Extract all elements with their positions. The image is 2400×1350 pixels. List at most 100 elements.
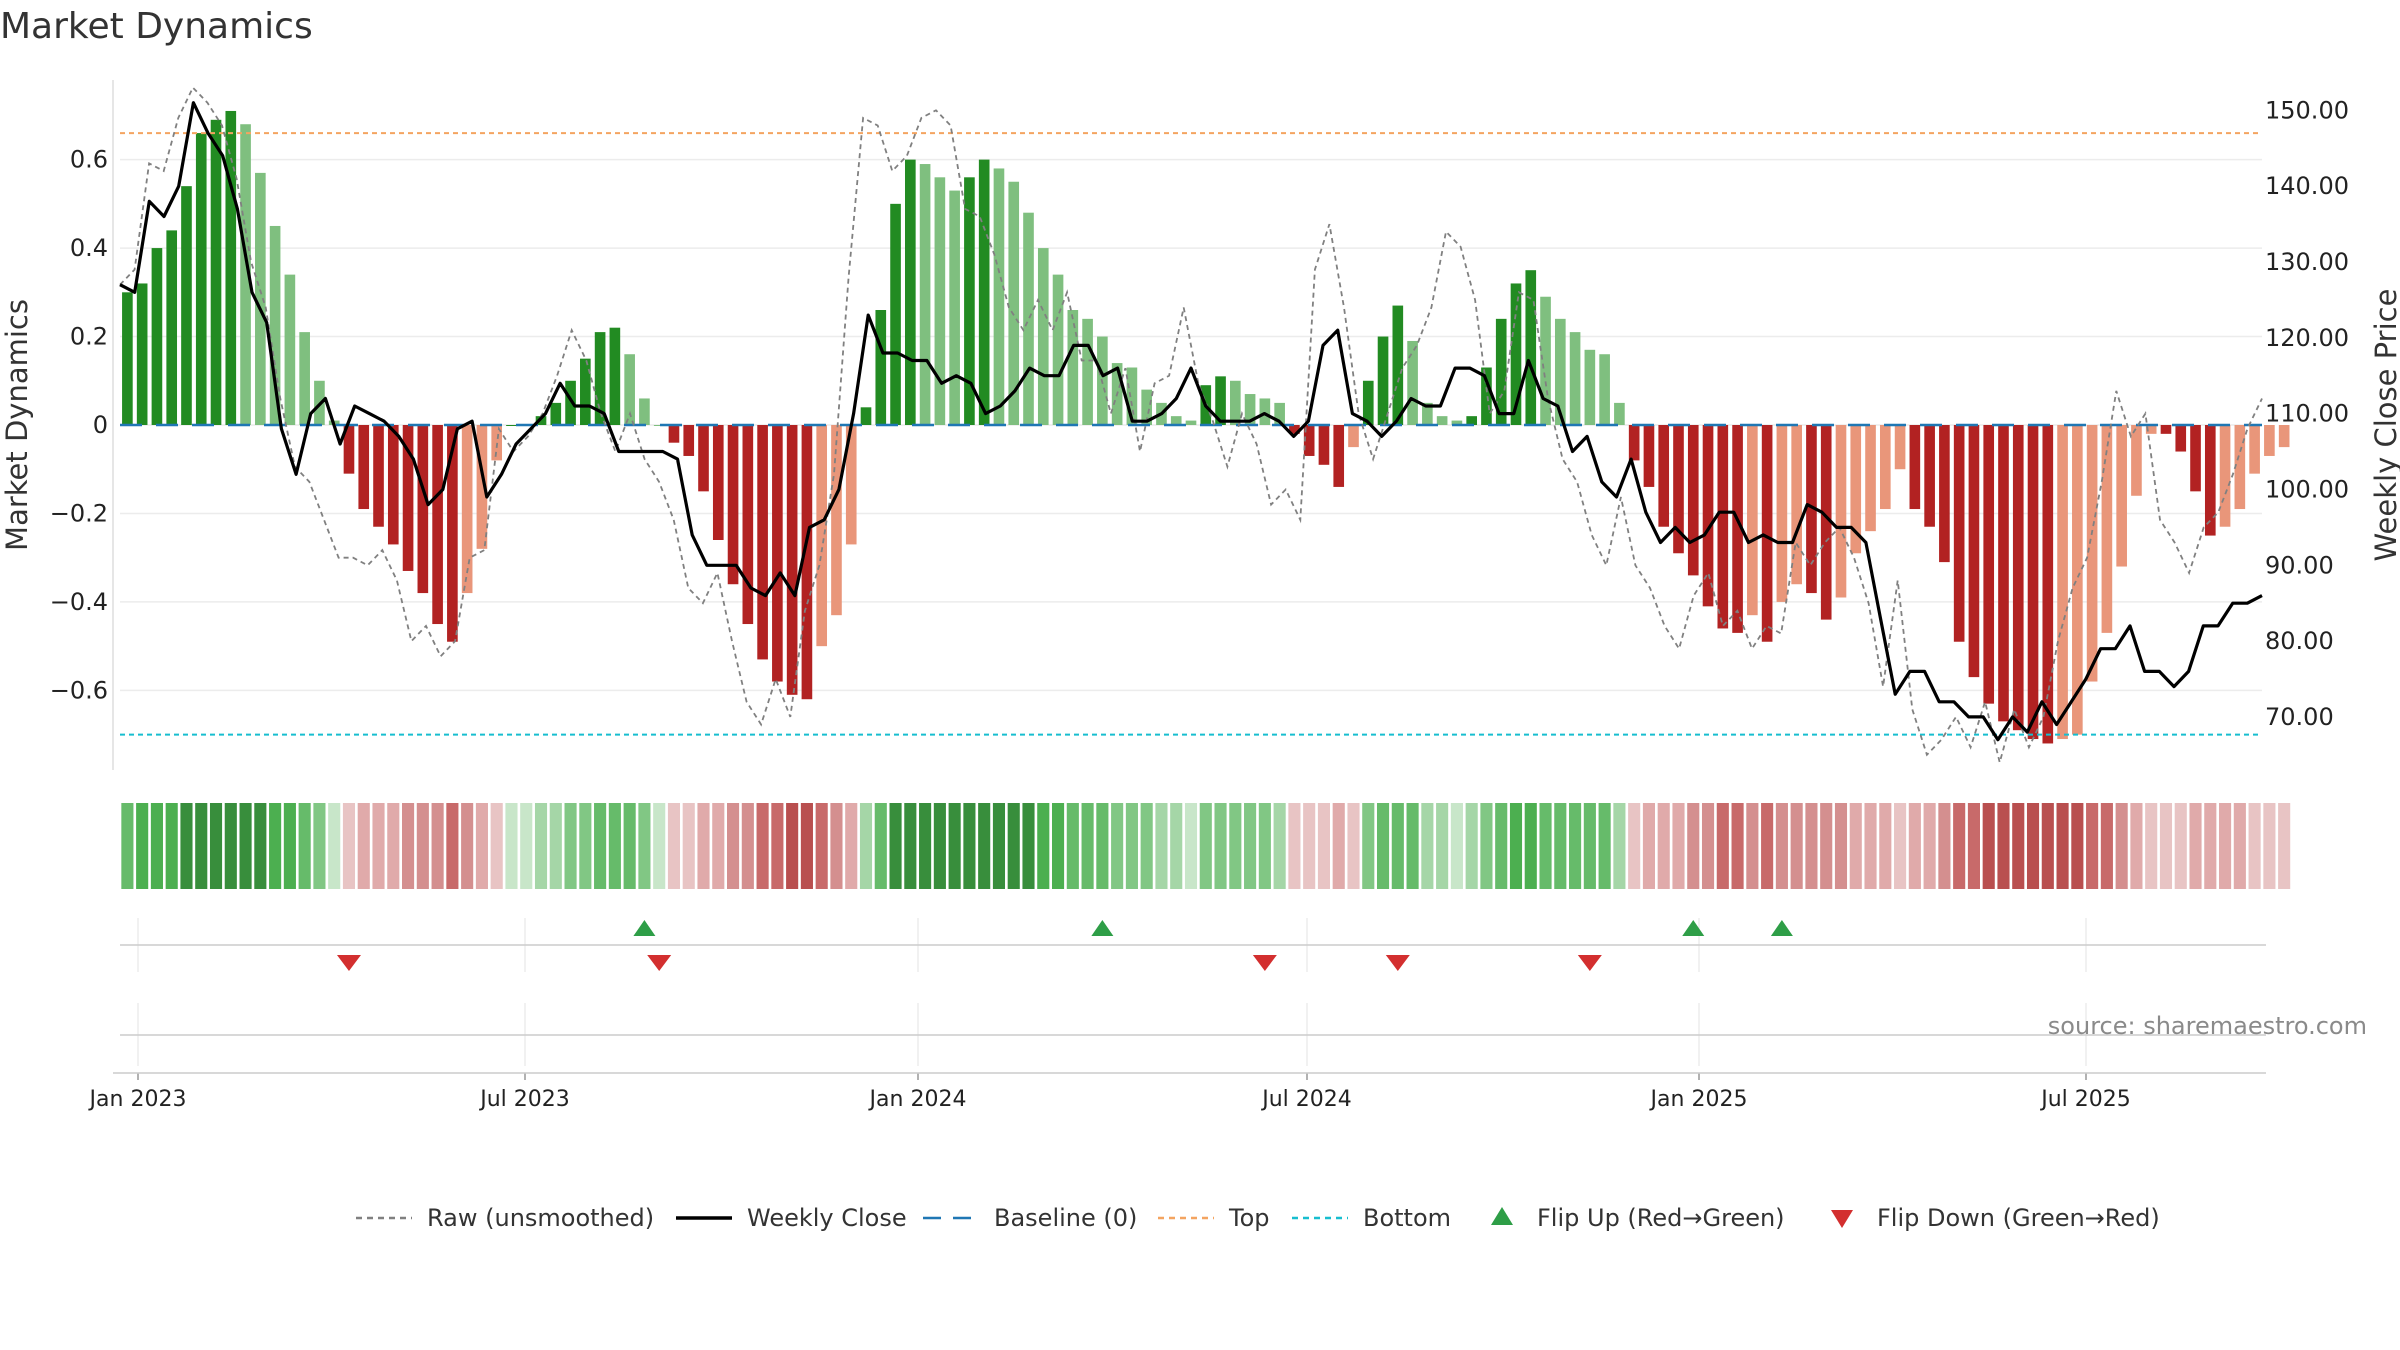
y-tick-label: −0.6	[50, 676, 108, 704]
x-tick-label: Jul 2024	[1260, 1087, 1352, 1112]
bar	[1953, 425, 1965, 642]
bar	[653, 425, 665, 426]
bar	[1170, 416, 1182, 425]
y2-tick-label: 80.00	[2265, 627, 2334, 655]
regime-cell	[372, 803, 385, 889]
regime-cell	[2263, 803, 2276, 889]
regime-cell	[712, 803, 725, 889]
regime-cell	[180, 803, 193, 889]
regime-cell	[2204, 803, 2217, 889]
regime-cell	[1923, 803, 1936, 889]
bar	[1673, 425, 1684, 554]
y-tick-label: 0.4	[70, 234, 108, 262]
bar	[1392, 305, 1404, 425]
bar	[1865, 425, 1876, 532]
bar	[1525, 270, 1537, 425]
bar	[210, 119, 222, 426]
regime-cell	[1539, 803, 1552, 889]
regime-cell	[1775, 803, 1788, 889]
regime-cell	[1273, 803, 1286, 889]
bar	[2057, 425, 2068, 740]
regime-cell	[1790, 803, 1803, 889]
bar	[565, 380, 576, 425]
bar	[343, 425, 355, 474]
regime-cell	[1997, 803, 2010, 889]
bar	[712, 425, 724, 540]
bar	[1185, 420, 1197, 425]
regime-cell	[1051, 803, 1065, 889]
regime-cell	[195, 803, 208, 889]
bar	[727, 425, 739, 585]
regime-cell	[475, 803, 488, 889]
bar	[1008, 181, 1020, 425]
regime-cell	[1509, 803, 1523, 889]
bar	[1776, 425, 1788, 602]
bar	[240, 124, 251, 425]
regime-cell	[1125, 803, 1138, 889]
bar	[1968, 425, 1980, 678]
bar	[757, 425, 768, 660]
regime-cell	[505, 803, 518, 889]
regime-cell	[741, 803, 754, 889]
bar	[2086, 425, 2098, 682]
regime-cell	[2219, 803, 2232, 889]
bar	[1761, 425, 1773, 642]
bar	[284, 274, 296, 425]
bar	[978, 159, 990, 425]
bar	[1451, 420, 1463, 425]
regime-cell	[1288, 803, 1301, 889]
page-title: Market Dynamics	[0, 6, 313, 47]
regime-cell	[1672, 803, 1685, 889]
regime-cell	[1391, 803, 1404, 889]
regime-cell	[2248, 803, 2261, 889]
regime-cell	[1007, 803, 1020, 889]
flip-panel: source: sharemaestro.com	[113, 918, 2367, 1074]
regime-cell	[726, 803, 740, 889]
regime-cell	[1244, 803, 1257, 889]
bar	[786, 425, 798, 695]
bar	[181, 186, 192, 425]
bar	[1377, 336, 1389, 425]
bar	[151, 248, 163, 425]
regime-cell	[209, 803, 223, 889]
flip-down-marker	[1252, 955, 1277, 971]
regime-cell	[461, 803, 474, 889]
regime-cell	[328, 803, 341, 889]
bar	[432, 425, 443, 625]
bar	[1835, 425, 1847, 598]
bar	[1333, 425, 1345, 487]
regime-cell	[874, 803, 887, 889]
bar	[698, 425, 709, 492]
bar	[1643, 425, 1655, 487]
regime-cell	[1317, 803, 1331, 889]
flip-up-marker	[1091, 920, 1114, 936]
y-tick-label: −0.2	[50, 499, 108, 527]
regime-cell	[933, 803, 946, 889]
regime-cell	[948, 803, 961, 889]
regime-cell	[2012, 803, 2025, 889]
regime-cell	[1805, 803, 1818, 889]
legend-label: Weekly Close	[747, 1204, 907, 1232]
bar	[136, 283, 148, 425]
bar	[1850, 425, 1862, 554]
regime-cell	[1406, 803, 1419, 889]
bar	[1998, 425, 2009, 722]
raw-line	[119, 86, 2263, 763]
legend: Raw (unsmoothed) Weekly Close Baseline (0)…	[356, 1204, 2160, 1232]
regime-cell	[756, 803, 769, 889]
regime-cell	[1642, 803, 1656, 889]
regime-cell	[1081, 803, 1094, 889]
regime-cell	[667, 803, 681, 889]
regime-cell	[889, 803, 902, 889]
bar	[1436, 416, 1448, 425]
bar	[964, 177, 975, 425]
bar	[1348, 425, 1359, 448]
regime-cell	[1170, 803, 1183, 889]
regime-cell	[1701, 803, 1715, 889]
regime-cell	[1953, 803, 1966, 889]
y-tick-label: 0.2	[70, 323, 108, 351]
regime-cell	[1347, 803, 1360, 889]
bar	[2278, 425, 2290, 448]
bar	[772, 425, 783, 682]
